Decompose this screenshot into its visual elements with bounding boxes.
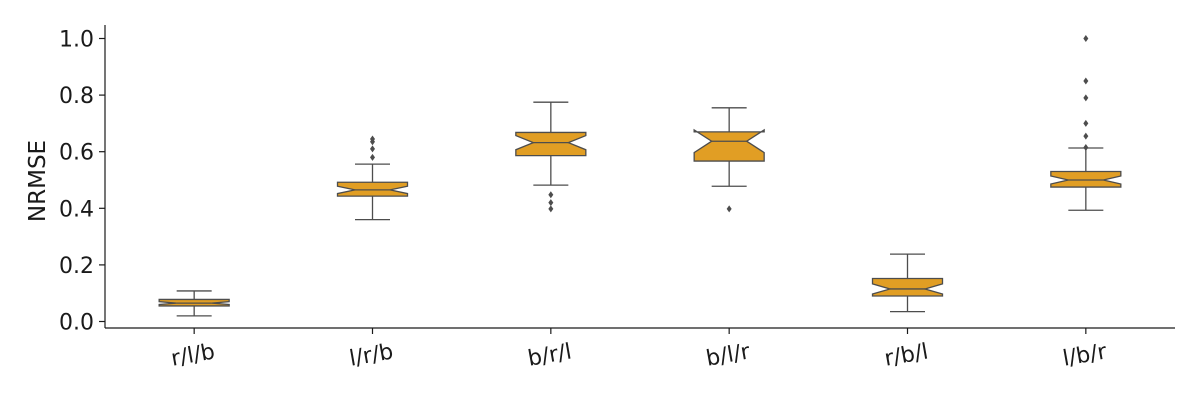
- x-tick-label: r/b/l: [883, 339, 931, 371]
- box-b-r-l: [515, 101, 587, 213]
- outlier-point: [1083, 132, 1089, 140]
- box-r-l-b: [158, 290, 230, 317]
- outlier-point: [1083, 77, 1089, 85]
- box-l-r-b: [336, 135, 409, 221]
- box-l-b-r: [1050, 35, 1122, 211]
- y-tick-label: 0.6: [59, 141, 94, 166]
- outlier-point: [548, 205, 554, 213]
- outlier-point: [548, 199, 554, 207]
- y-axis-label: NRMSE: [25, 140, 51, 222]
- box-body: [515, 131, 587, 157]
- y-tick-label: 1.0: [59, 28, 94, 53]
- box-b-l-r: [693, 107, 765, 213]
- box-body: [693, 128, 765, 162]
- outlier-point: [1083, 119, 1089, 127]
- boxes-layer: [158, 35, 1122, 317]
- outlier-point: [726, 205, 732, 213]
- y-tick-label: 0.8: [59, 84, 94, 109]
- x-tick-label: r/l/b: [169, 339, 217, 371]
- box-r-b-l: [871, 253, 944, 313]
- outlier-point: [370, 153, 375, 161]
- y-tick-label: 0.2: [59, 254, 94, 279]
- box-body: [871, 277, 944, 297]
- outlier-point: [548, 191, 554, 199]
- x-tick-label: l/r/b: [348, 339, 396, 371]
- outlier-point: [1083, 35, 1089, 42]
- x-ticks: r/l/b l/r/b b/r/l b/l/r r/b/l l/b/r: [169, 328, 1109, 372]
- box-body: [1050, 170, 1122, 188]
- axes: [104, 25, 1175, 329]
- y-tick-label: 0.4: [59, 197, 94, 222]
- x-tick-label: l/b/r: [1061, 339, 1110, 371]
- x-tick-label: b/r/l: [526, 339, 574, 371]
- x-tick-label: b/l/r: [704, 339, 753, 371]
- outlier-point: [370, 135, 375, 143]
- outlier-point: [370, 145, 375, 153]
- y-ticks: 0.0 0.2 0.4 0.6 0.8 1.0: [59, 28, 105, 336]
- y-tick-label: 0.0: [59, 311, 94, 336]
- outlier-point: [1083, 143, 1089, 151]
- box-body: [336, 181, 409, 197]
- outlier-point: [1083, 94, 1089, 102]
